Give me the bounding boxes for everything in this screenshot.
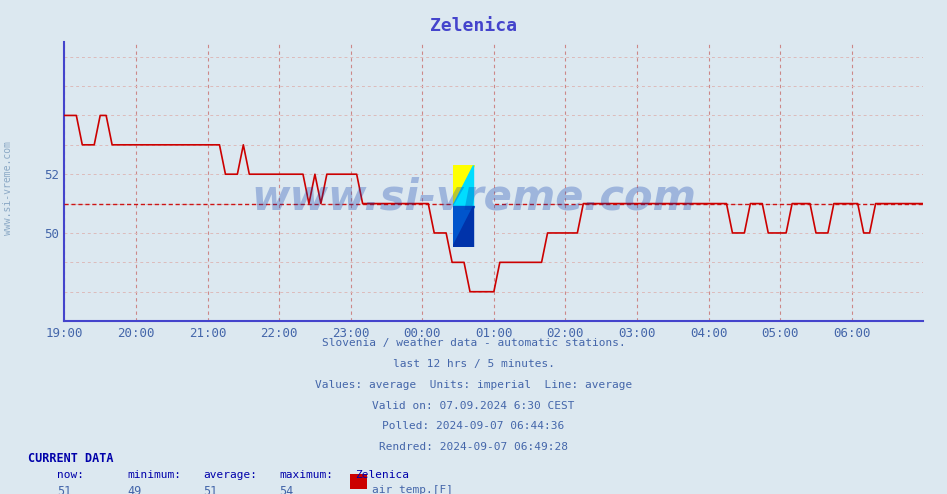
Text: 51: 51	[204, 485, 218, 494]
Polygon shape	[453, 165, 474, 206]
Text: Zelenica: Zelenica	[430, 17, 517, 35]
Text: minimum:: minimum:	[128, 470, 182, 480]
Polygon shape	[453, 206, 474, 247]
Text: Rendred: 2024-09-07 06:49:28: Rendred: 2024-09-07 06:49:28	[379, 442, 568, 452]
Text: 49: 49	[128, 485, 142, 494]
Text: now:: now:	[57, 470, 84, 480]
Text: air temp.[F]: air temp.[F]	[372, 485, 454, 494]
Text: average:: average:	[204, 470, 258, 480]
Text: last 12 hrs / 5 minutes.: last 12 hrs / 5 minutes.	[392, 359, 555, 369]
Text: Valid on: 07.09.2024 6:30 CEST: Valid on: 07.09.2024 6:30 CEST	[372, 401, 575, 411]
Text: Polled: 2024-09-07 06:44:36: Polled: 2024-09-07 06:44:36	[383, 421, 564, 431]
Text: Zelenica: Zelenica	[355, 470, 409, 480]
Polygon shape	[453, 165, 474, 206]
Text: www.si-vreme.com: www.si-vreme.com	[3, 141, 12, 235]
Polygon shape	[453, 206, 474, 247]
Text: maximum:: maximum:	[279, 470, 333, 480]
Text: Slovenia / weather data - automatic stations.: Slovenia / weather data - automatic stat…	[322, 338, 625, 348]
Text: Values: average  Units: imperial  Line: average: Values: average Units: imperial Line: av…	[314, 380, 633, 390]
Text: www.si-vreme.com: www.si-vreme.com	[251, 176, 696, 219]
Text: 51: 51	[57, 485, 71, 494]
Text: 54: 54	[279, 485, 294, 494]
Text: CURRENT DATA: CURRENT DATA	[28, 452, 114, 465]
